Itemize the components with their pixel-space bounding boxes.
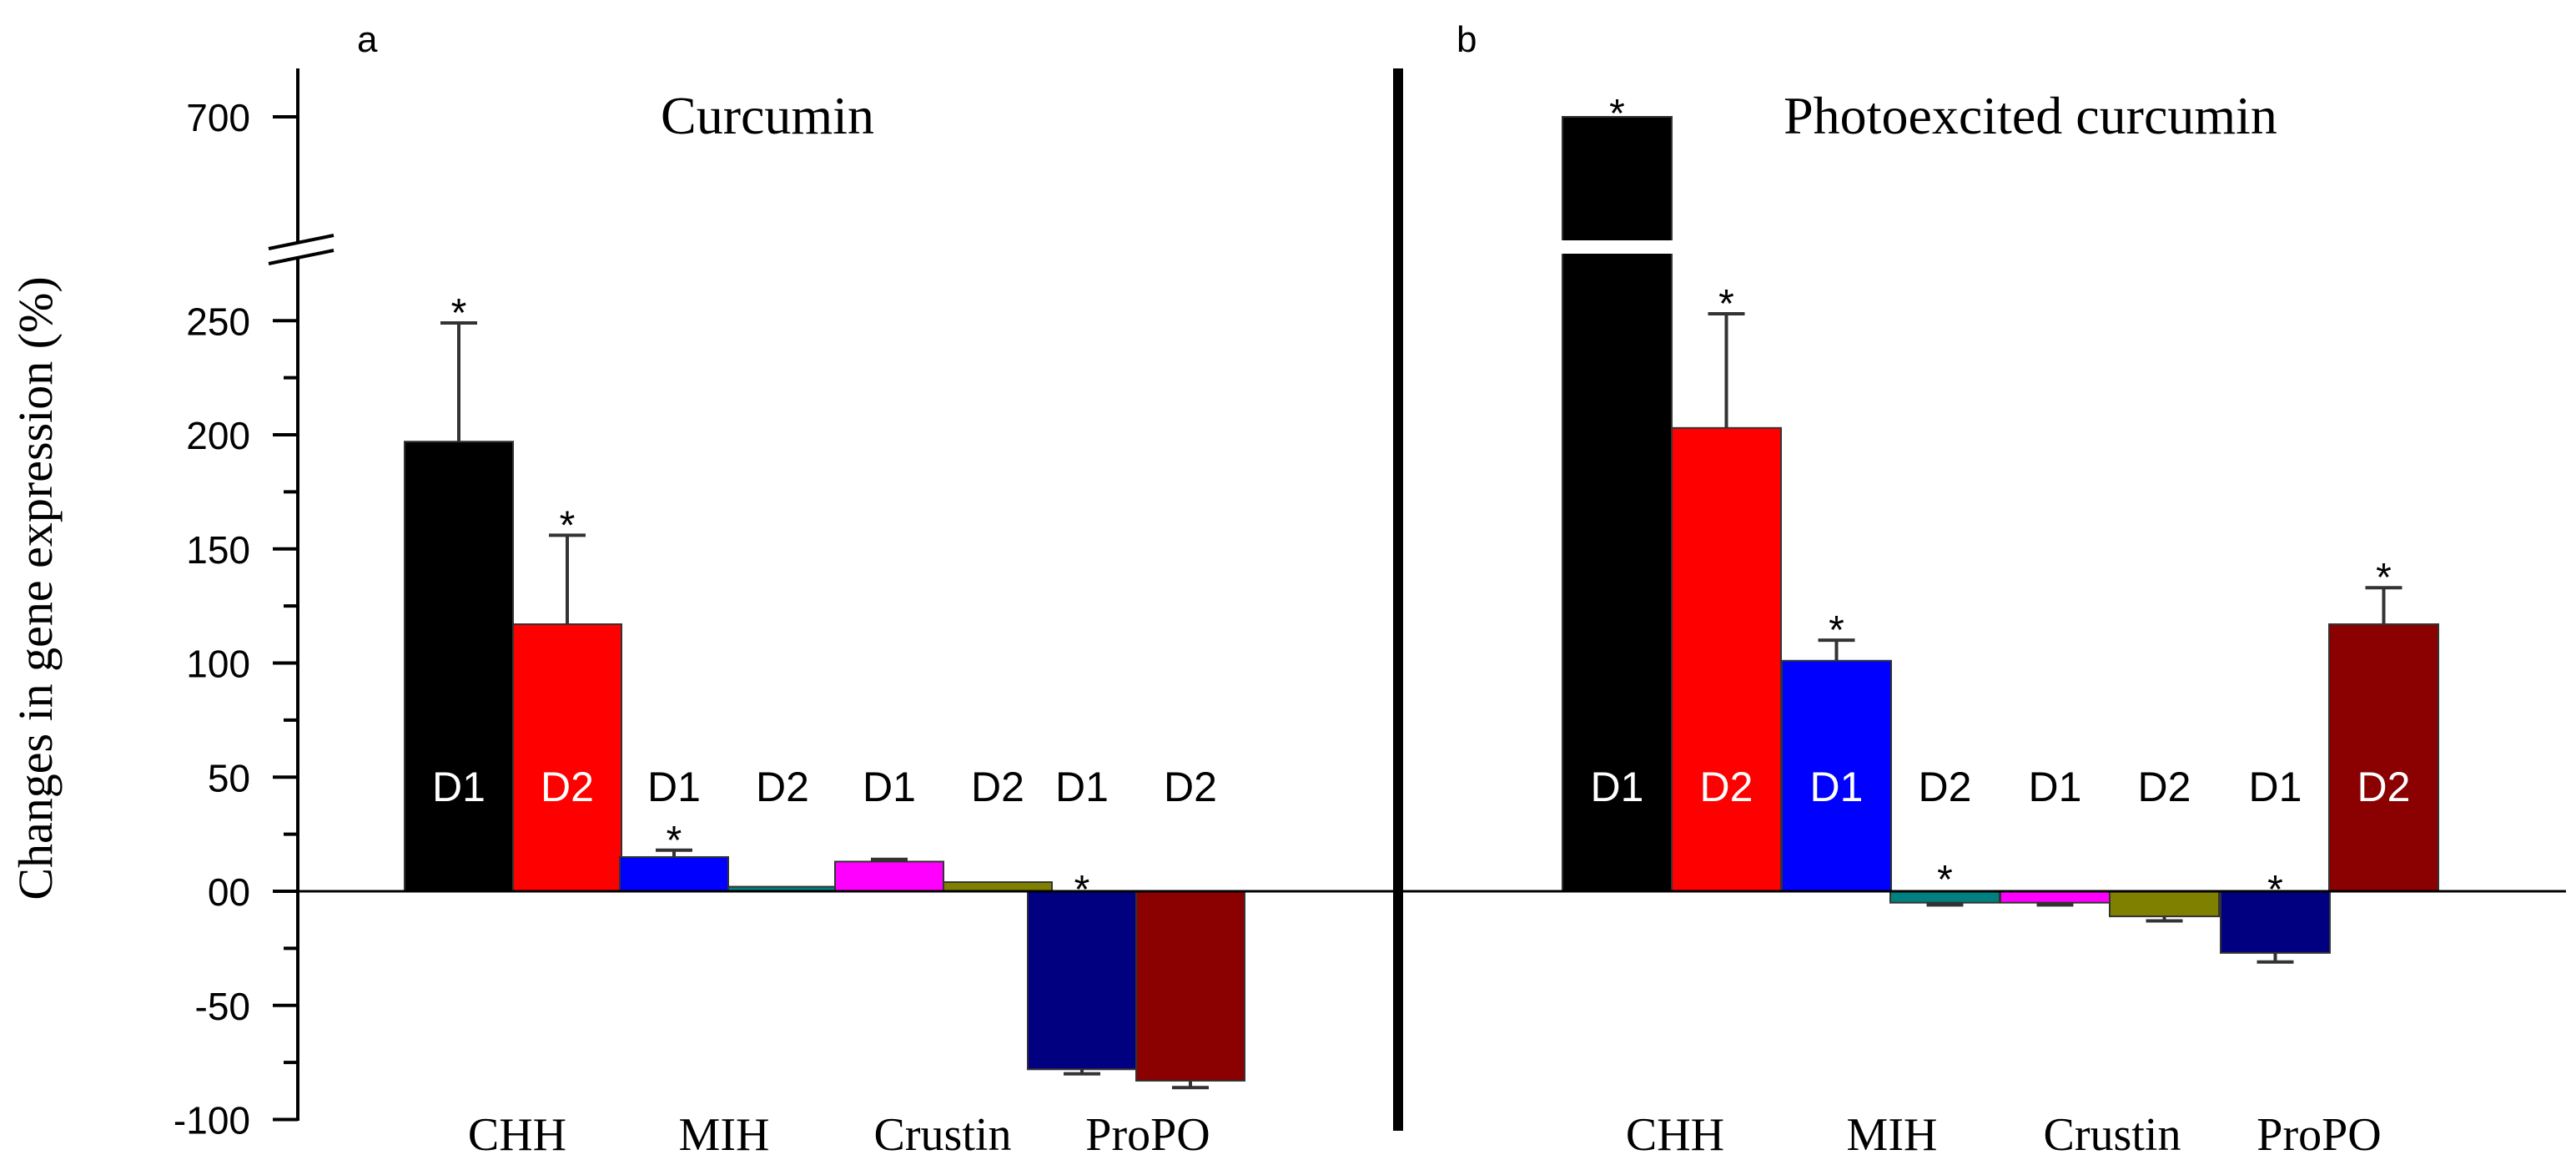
- bar-chh-d1: [404, 441, 514, 892]
- category-label: CHH: [468, 1109, 566, 1161]
- category-label: CHH: [1626, 1109, 1724, 1161]
- y-tick-label: 200: [186, 414, 250, 457]
- bar-propo-d2: [1135, 890, 1245, 1082]
- panel-title: Curcumin: [661, 86, 874, 145]
- bar-chh-d2: [1671, 426, 1782, 892]
- panel-letter: b: [1457, 19, 1477, 60]
- y-tick-label: 00: [208, 870, 250, 914]
- panel-letter: a: [357, 19, 378, 60]
- bar-crustin-d2: [2109, 890, 2220, 918]
- significance-star: *: [1718, 282, 1734, 326]
- y-axis: -100 -50 00 50 100 150 200 250 700: [174, 68, 335, 1142]
- bar-mih-d1: [619, 855, 729, 892]
- bar-mih-d1: [1781, 659, 1892, 892]
- series-label: D2: [2357, 764, 2411, 810]
- series-label: D2: [2138, 764, 2191, 810]
- y-tick-label: 250: [186, 300, 250, 343]
- axis-break-mark: [268, 234, 335, 250]
- series-label: D1: [1055, 764, 1109, 810]
- panel-title: Photoexcited curcumin: [1784, 86, 2277, 145]
- significance-star: *: [2376, 556, 2392, 600]
- panel-a: aCurcumin*D1*D2CHH*D1D2MIHD1D2Crustin*D1…: [298, 19, 1398, 1161]
- y-tick-label: 100: [186, 643, 250, 686]
- category-label: ProPO: [2257, 1109, 2381, 1161]
- series-label: D1: [863, 764, 916, 810]
- bar-propo-d1: [1027, 890, 1137, 1071]
- series-label: D2: [1919, 764, 1972, 810]
- bar-break-gap: [1561, 240, 1673, 254]
- series-label: D2: [1164, 764, 1217, 810]
- series-label: D2: [971, 764, 1024, 810]
- series-label: D1: [432, 764, 486, 810]
- series-label: D1: [1810, 764, 1864, 810]
- bar-propo-d2: [2328, 623, 2439, 892]
- series-label: D1: [2249, 764, 2302, 810]
- bar-chh-d2: [512, 623, 622, 892]
- y-axis-label: Changes in gene expression (%): [8, 276, 63, 900]
- significance-star: *: [451, 291, 467, 335]
- series-label: D2: [541, 764, 594, 810]
- y-tick-label: 50: [208, 756, 250, 799]
- significance-star: *: [667, 819, 682, 863]
- significance-star: *: [1609, 92, 1625, 136]
- series-label: D2: [1700, 764, 1753, 810]
- significance-star: *: [1937, 858, 1953, 902]
- series-label: D2: [756, 764, 809, 810]
- category-label: Crustin: [874, 1109, 1012, 1161]
- category-label: ProPO: [1085, 1109, 1210, 1161]
- series-label: D1: [647, 764, 701, 810]
- y-tick-label: 150: [186, 528, 250, 572]
- y-tick-label: -50: [195, 985, 250, 1028]
- panel-b: b Photoexcited curcumin * D1 * D2 CHH * D1 * D2 MIH…: [1398, 19, 2566, 1161]
- bar-crustin-d1: [834, 860, 944, 892]
- category-label: MIH: [1847, 1109, 1938, 1161]
- bar-crustin-d1: [2000, 890, 2111, 904]
- bar-crustin-d2: [943, 881, 1053, 893]
- y-tick-label: -100: [174, 1099, 250, 1142]
- y-tick-label: 700: [186, 96, 250, 139]
- series-label: D1: [2029, 764, 2082, 810]
- category-label: Crustin: [2044, 1109, 2181, 1161]
- significance-star: *: [1829, 608, 1844, 653]
- significance-star: *: [560, 503, 576, 547]
- series-label: D1: [1591, 764, 1644, 810]
- axis-break-mark: [268, 249, 335, 265]
- category-label: MIH: [679, 1109, 770, 1161]
- bar-propo-d1: [2220, 890, 2331, 954]
